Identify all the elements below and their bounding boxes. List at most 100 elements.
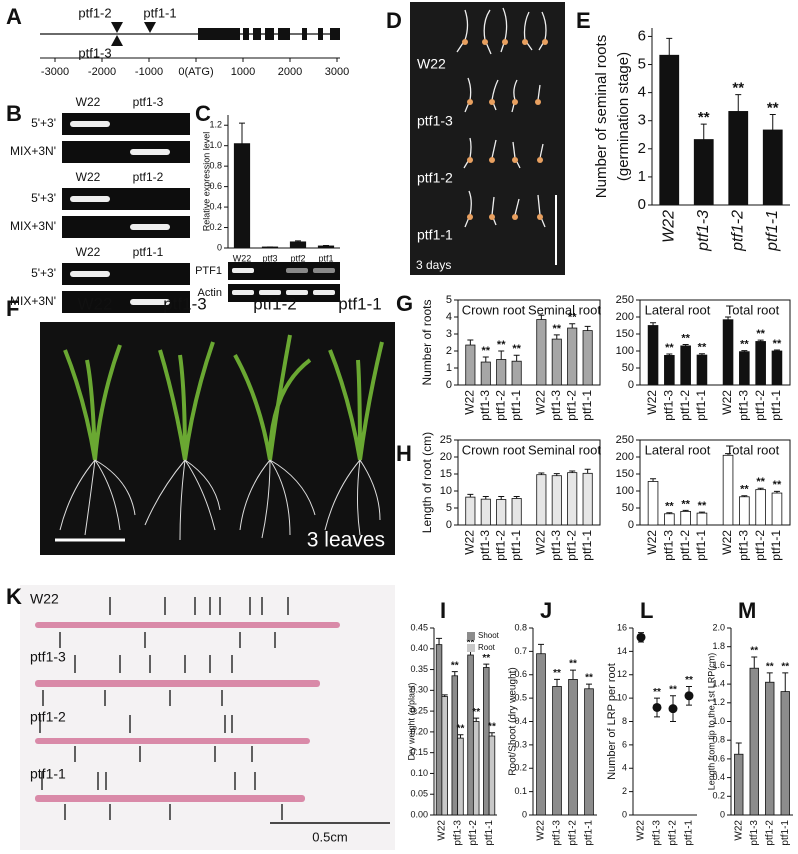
error-bar [436, 637, 443, 645]
y-tick-label: 0.6 [209, 181, 222, 191]
x-tick-label: ptf1-3 [662, 390, 676, 421]
significance: ** [653, 687, 661, 698]
x-tick-label: ptf1 [318, 253, 333, 263]
bar [696, 354, 708, 386]
panel-label: F [6, 296, 19, 321]
y-tick-label: 1.6 [712, 660, 725, 670]
error-bar [569, 323, 576, 329]
bar [584, 688, 594, 816]
significance: ** [482, 653, 490, 664]
significance: ** [732, 80, 744, 97]
y-axis-label: Length from tip to the 1st LRP(cm) [706, 653, 716, 791]
significance: ** [457, 723, 465, 734]
significance: ** [568, 312, 577, 324]
panel-label: E [576, 8, 591, 33]
x-tick-label: ptf1-3 [549, 530, 563, 561]
significance: ** [669, 684, 677, 695]
error-bar [538, 472, 545, 475]
map-tick-label: -3000 [41, 66, 69, 78]
error-bar [323, 244, 329, 246]
y-tick-label: 2 [446, 345, 452, 357]
error-bar [553, 334, 560, 340]
dot [684, 691, 694, 701]
x-tick-label: ptf1-2 [493, 390, 507, 421]
line-label: ptf1-2 [253, 294, 296, 313]
line-label: ptf1-1 [417, 227, 453, 243]
x-tick-label: W22 [645, 530, 659, 555]
y-tick-label: 200 [616, 451, 634, 463]
significance: ** [698, 109, 710, 126]
y-tick-label: 0.40 [410, 643, 428, 653]
x-tick-label: ptf1-1 [769, 390, 783, 421]
error-bar [538, 314, 545, 320]
line-label: ptf1-3 [417, 113, 453, 129]
error-bar [698, 511, 705, 514]
bar [465, 496, 476, 526]
error-bar [735, 94, 742, 112]
bar [680, 345, 691, 386]
error-bar [666, 353, 673, 356]
x-tick-label: W22 [720, 530, 734, 555]
error-bar [650, 322, 657, 326]
significance: ** [665, 342, 674, 354]
plot-frame [639, 439, 791, 526]
x-tick-label: ptf1-3 [662, 530, 676, 561]
error-bar [295, 240, 301, 242]
plot-frame [457, 299, 601, 386]
bar [472, 721, 480, 816]
y-tick-label: 0.35 [410, 664, 428, 674]
dot [668, 704, 678, 714]
y-axis-label: Relative expression level [201, 132, 211, 232]
y-tick-label: 100 [616, 345, 634, 357]
bar [693, 139, 714, 206]
y-tick-label: 2 [622, 786, 627, 796]
y-tick-label: 2.0 [712, 622, 725, 632]
error-bar [482, 356, 489, 363]
x-tick-label: ptf1-1 [684, 820, 695, 846]
significance: ** [773, 338, 782, 350]
bar [480, 498, 491, 526]
y-tick-label: 4 [622, 763, 627, 773]
gel-row [62, 188, 190, 210]
x-tick-label: ptf1-3 [478, 390, 492, 421]
x-tick-label: ptf1-1 [694, 390, 708, 421]
y-tick-label: 0.30 [410, 685, 428, 695]
y-tick-label: 0 [446, 519, 452, 531]
y-tick-label: 50 [622, 502, 634, 514]
error-bar [467, 339, 474, 346]
panel-label: C [195, 101, 211, 126]
bar [536, 653, 546, 816]
gel-band [70, 121, 110, 127]
y-tick-label: 0.10 [410, 768, 428, 778]
error-bar [488, 732, 495, 737]
error-bar [700, 123, 707, 140]
significance: ** [740, 339, 749, 351]
x-tick-label: W22 [437, 820, 448, 841]
bar [480, 361, 491, 386]
y-tick-label: 0.6 [514, 669, 527, 679]
y-tick-label: 0.00 [410, 809, 428, 819]
y-tick-label: 0.2 [209, 222, 222, 232]
bar [483, 667, 490, 816]
dot [636, 632, 646, 642]
bar [511, 360, 522, 386]
bar [722, 319, 734, 386]
y-tick-label: 16 [617, 622, 627, 632]
bar [496, 359, 507, 386]
x-tick-label: ptf1-2 [468, 820, 479, 846]
error-bar [457, 734, 464, 739]
bar [647, 481, 659, 526]
error-bar [584, 468, 591, 474]
lrp-arrows [39, 597, 289, 820]
scale-label: 0.5cm [312, 829, 347, 844]
y-tick-label: 1.8 [712, 641, 725, 651]
panel-label: L [640, 598, 653, 623]
error-bar [513, 354, 520, 362]
x-tick-label: ptf1-3 [549, 390, 563, 421]
row-label: MIX+3N' [10, 219, 56, 233]
y-tick-label: 0.45 [410, 622, 428, 632]
bar [734, 753, 744, 816]
panel-label: B [6, 101, 22, 126]
line-label: ptf1-2 [30, 709, 66, 725]
x-tick-label: ptf1-1 [580, 530, 594, 561]
